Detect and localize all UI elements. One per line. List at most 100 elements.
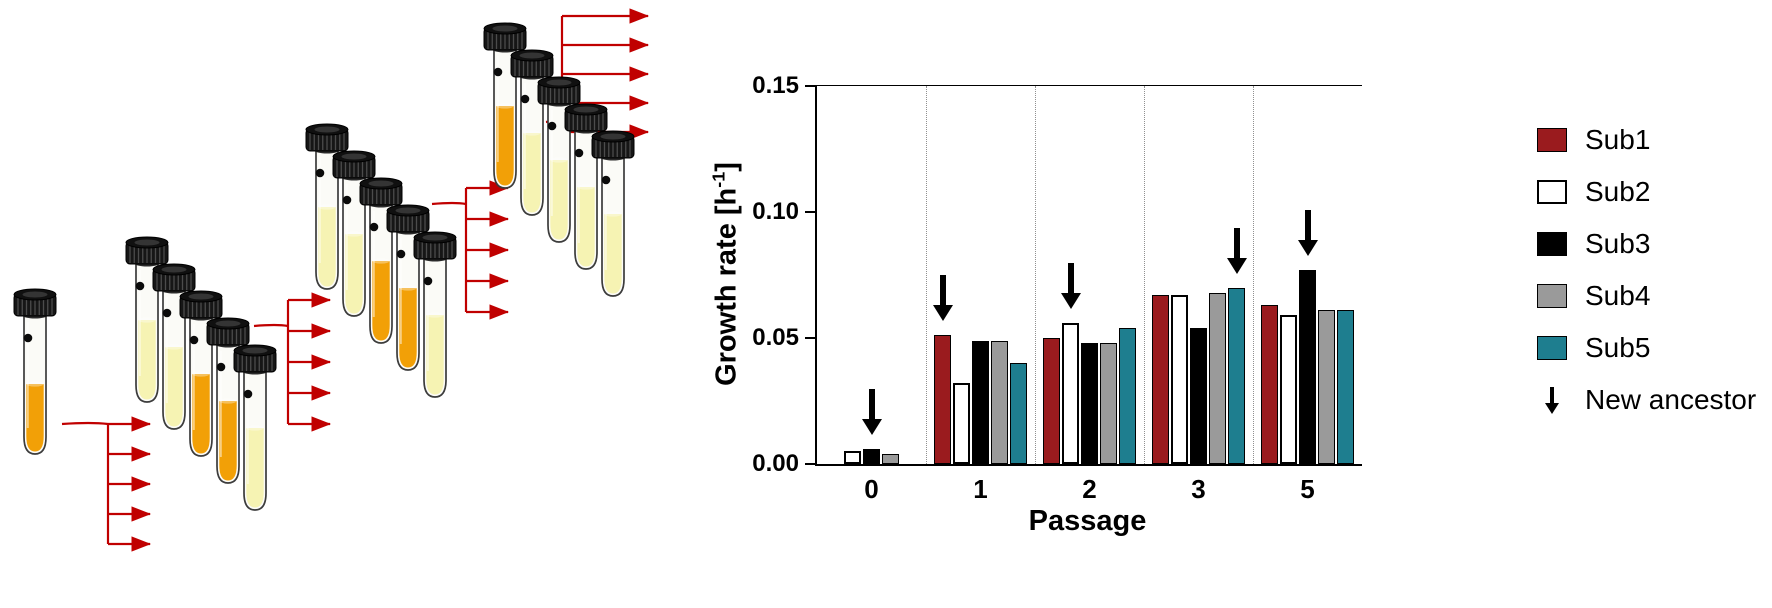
y-axis-title-superscript: -1 (708, 171, 729, 188)
bar-sub5-passage-1 (1010, 363, 1027, 464)
x-category-label: 3 (1191, 474, 1206, 504)
vial-clip-dot (547, 121, 557, 131)
legend-label: Sub2 (1585, 176, 1651, 207)
vial-clip-dot (601, 175, 611, 185)
vial-clip-dot (369, 222, 379, 232)
legend-label: Sub1 (1585, 124, 1651, 155)
new-ancestor-arrow-icon (1537, 386, 1567, 414)
legend-swatch-sub5 (1537, 336, 1567, 360)
vial-clusters (13, 22, 635, 511)
culture-vial (13, 288, 57, 455)
culture-vial (125, 236, 169, 403)
bar-sub5-passage-5 (1337, 310, 1354, 464)
new-ancestor-arrow (861, 389, 882, 435)
passage-group-separator (1035, 86, 1036, 464)
bar-sub1-passage-3 (1152, 295, 1169, 464)
arrow-shaft (1233, 228, 1240, 258)
arrow-shaft (1067, 263, 1074, 293)
legend-label: Sub4 (1585, 280, 1651, 311)
legend-item-sub3: Sub3 (1537, 228, 1756, 260)
vial-clip-dot (243, 389, 253, 399)
bar-sub2-passage-0 (844, 451, 861, 464)
legend-swatch-sub4 (1537, 284, 1567, 308)
y-tick-mark (805, 336, 815, 339)
legend-swatch-sub3 (1537, 232, 1567, 256)
bar-sub4-passage-2 (1100, 343, 1117, 464)
plot-area: 0 1 2 3 5 0.00 0.05 0.10 0.15 (752, 72, 1362, 504)
legend-label: New ancestor (1585, 384, 1757, 415)
bar-sub4-passage-5 (1318, 310, 1335, 464)
vial-clip-dot (520, 94, 530, 104)
legend-item-new-ancestor: New ancestor (1537, 384, 1756, 416)
legend-label: Sub3 (1585, 228, 1651, 259)
legend-item-sub5: Sub5 (1537, 332, 1756, 364)
x-category-label: 2 (1082, 474, 1097, 504)
y-tick-mark (805, 84, 815, 87)
bar-sub3-passage-5 (1299, 270, 1316, 464)
arrow-head (1297, 240, 1318, 256)
bar-sub5-passage-3 (1228, 288, 1245, 464)
new-ancestor-arrow (932, 275, 953, 321)
bar-sub2-passage-3 (1171, 295, 1188, 464)
passage-group-separator (926, 86, 927, 464)
bar-group-passage-2 (1035, 86, 1144, 464)
bar-sub4-passage-1 (991, 341, 1008, 464)
x-axis-title: Passage (1028, 505, 1147, 537)
chart-legend: Sub1 Sub2 Sub3 Sub4 Sub5 New ancestor (1537, 124, 1756, 416)
vial-clip-dot (135, 281, 145, 291)
vial-clip-dot (396, 249, 406, 259)
y-tick-label: 0.15 (752, 72, 799, 99)
bar-sub2-passage-2 (1062, 323, 1079, 464)
culture-vial (564, 103, 608, 270)
x-category-label: 1 (973, 474, 988, 504)
y-tick-mark (805, 462, 815, 465)
vial-clip-dot (574, 148, 584, 158)
vial-clip-dot (23, 333, 33, 343)
bar-sub3-passage-3 (1190, 328, 1207, 464)
culture-vial (413, 231, 457, 398)
legend-item-sub2: Sub2 (1537, 176, 1756, 208)
arrow-head (1060, 293, 1081, 309)
vial-clip-dot (342, 195, 352, 205)
vial-clip-dot (189, 335, 199, 345)
bar-sub4-passage-0 (882, 454, 899, 464)
legend-item-sub1: Sub1 (1537, 124, 1756, 156)
culture-vial (591, 130, 635, 297)
x-category-label: 0 (864, 474, 879, 504)
culture-vial (179, 290, 223, 457)
arrow-shaft (1550, 386, 1554, 403)
bar-sub1-passage-1 (934, 335, 951, 464)
x-category-label: 5 (1300, 474, 1315, 504)
arrow-head (1545, 402, 1559, 414)
vial-clip-dot (162, 308, 172, 318)
passage-group-separator (1144, 86, 1145, 464)
culture-vial (510, 49, 554, 216)
y-tick-mark (805, 210, 815, 213)
arrow-shaft (939, 275, 946, 305)
passaging-scheme-illustration (13, 8, 650, 552)
culture-vial (386, 204, 430, 371)
bar-sub4-passage-3 (1209, 293, 1226, 464)
bar-sub5-passage-2 (1119, 328, 1136, 464)
vial-clip-dot (216, 362, 226, 372)
y-tick-label: 0.00 (752, 450, 799, 477)
bar-sub1-passage-5 (1261, 305, 1278, 464)
new-ancestor-arrow (1060, 263, 1081, 309)
bar-sub3-passage-1 (972, 341, 989, 464)
bar-sub1-passage-2 (1043, 338, 1060, 464)
vial-clip-dot (423, 276, 433, 286)
culture-vial (206, 317, 250, 484)
arrow-head (861, 419, 882, 435)
bar-sub3-passage-0 (863, 449, 880, 464)
bar-sub2-passage-1 (953, 383, 970, 464)
vial-clip-dot (493, 67, 503, 77)
new-ancestor-arrow (1297, 210, 1318, 256)
culture-vial (483, 22, 527, 189)
bar-sub3-passage-2 (1081, 343, 1098, 464)
passage-group-separator (1253, 86, 1254, 464)
culture-vial (305, 123, 349, 290)
legend-item-sub4: Sub4 (1537, 280, 1756, 312)
legend-swatch-sub2 (1537, 180, 1567, 204)
legend-swatch-sub1 (1537, 128, 1567, 152)
arrow-head (932, 305, 953, 321)
